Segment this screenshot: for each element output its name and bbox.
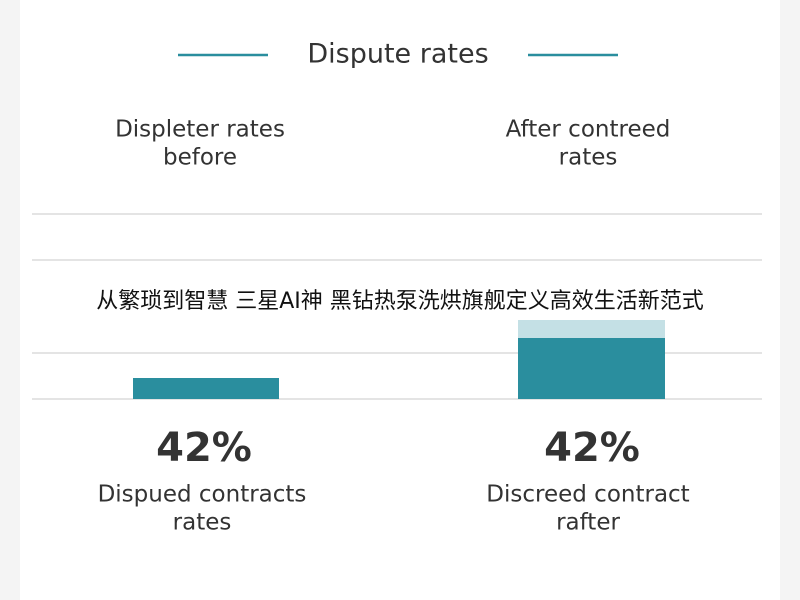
column-caption: rates xyxy=(173,510,232,536)
overlay-band xyxy=(36,284,764,320)
column-heading: before xyxy=(163,145,237,171)
column-caption: rafter xyxy=(556,510,620,536)
bar xyxy=(133,378,279,399)
column-heading: rates xyxy=(559,145,618,171)
column-caption: Discreed contract xyxy=(486,482,689,508)
stat: 42% xyxy=(156,425,252,471)
bar xyxy=(518,338,665,399)
stat: 42% xyxy=(544,425,640,471)
column-caption: Dispued contracts xyxy=(98,482,307,508)
overlay-caption: 从繁琐到智慧 三星AI神 黑钻热泵洗烘旗舰定义高效生活新范式 xyxy=(96,289,704,314)
column-heading: After contreed xyxy=(506,117,671,143)
title: Dispute rates xyxy=(307,39,488,70)
column-heading: Displeter rates xyxy=(115,117,285,143)
